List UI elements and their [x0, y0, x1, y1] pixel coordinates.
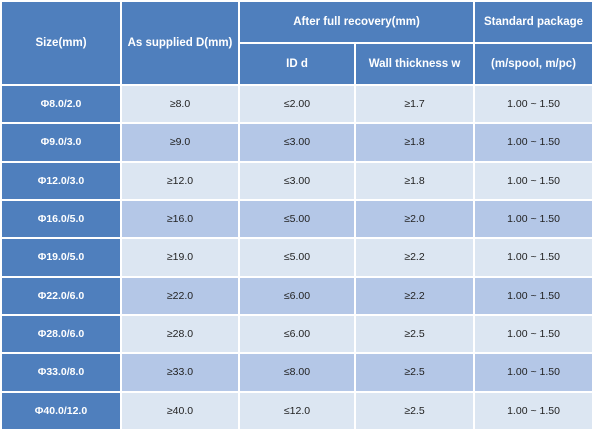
- table-row: Φ16.0/5.0 ≥16.0 ≤5.00 ≥2.0 1.00 ~ 1.50: [0, 198, 592, 240]
- cell-as-supplied: ≥33.0: [120, 352, 240, 393]
- cell-wall: ≥2.0: [353, 198, 476, 240]
- header-size: Size(mm): [0, 0, 122, 86]
- header-id-d: ID d: [238, 42, 356, 86]
- header-after-recovery: After full recovery(mm): [237, 0, 476, 44]
- cell-package: 1.00 ~ 1.50: [473, 160, 592, 201]
- cell-package: 1.00 ~ 1.50: [473, 237, 592, 278]
- cell-package: 1.00 ~ 1.50: [473, 352, 592, 393]
- table-row: Φ12.0/3.0 ≥12.0 ≤3.00 ≥1.8 1.00 ~ 1.50: [0, 160, 592, 201]
- table-row: Φ19.0/5.0 ≥19.0 ≤5.00 ≥2.2 1.00 ~ 1.50: [0, 237, 592, 278]
- cell-id: ≤6.00: [238, 313, 356, 355]
- table-row: Φ9.0/3.0 ≥9.0 ≤3.00 ≥1.8 1.00 ~ 1.50: [0, 122, 592, 163]
- cell-as-supplied: ≥9.0: [120, 122, 240, 163]
- cell-size: Φ28.0/6.0: [0, 313, 122, 355]
- cell-package: 1.00 ~ 1.50: [473, 275, 592, 316]
- cell-id: ≤12.0: [238, 390, 356, 431]
- cell-as-supplied: ≥28.0: [120, 313, 240, 355]
- cell-size: Φ19.0/5.0: [0, 237, 122, 278]
- cell-id: ≤5.00: [238, 198, 356, 240]
- cell-wall: ≥2.2: [353, 237, 476, 278]
- cell-size: Φ9.0/3.0: [0, 122, 122, 163]
- cell-id: ≤2.00: [238, 83, 356, 125]
- cell-wall: ≥2.2: [353, 275, 476, 316]
- cell-as-supplied: ≥8.0: [120, 83, 240, 125]
- table-row: Φ8.0/2.0 ≥8.0 ≤2.00 ≥1.7 1.00 ~ 1.50: [0, 83, 592, 125]
- cell-as-supplied: ≥12.0: [120, 160, 240, 201]
- cell-wall: ≥1.8: [353, 122, 476, 163]
- cell-package: 1.00 ~ 1.50: [473, 390, 592, 431]
- header-wall-thickness: Wall thickness w: [353, 42, 476, 86]
- table-row: Φ33.0/8.0 ≥33.0 ≤8.00 ≥2.5 1.00 ~ 1.50: [0, 352, 592, 393]
- cell-as-supplied: ≥19.0: [120, 237, 240, 278]
- cell-id: ≤8.00: [238, 352, 356, 393]
- cell-id: ≤3.00: [238, 122, 356, 163]
- cell-as-supplied: ≥22.0: [120, 275, 240, 316]
- cell-wall: ≥2.5: [353, 390, 476, 431]
- cell-id: ≤6.00: [238, 275, 356, 316]
- header-as-supplied: As supplied D(mm): [120, 0, 240, 86]
- cell-package: 1.00 ~ 1.50: [473, 313, 592, 355]
- cell-as-supplied: ≥40.0: [120, 390, 240, 431]
- cell-size: Φ40.0/12.0: [0, 390, 122, 431]
- cell-id: ≤5.00: [238, 237, 356, 278]
- cell-package: 1.00 ~ 1.50: [473, 198, 592, 240]
- cell-wall: ≥1.8: [353, 160, 476, 201]
- table-row: Φ22.0/6.0 ≥22.0 ≤6.00 ≥2.2 1.00 ~ 1.50: [0, 275, 592, 316]
- cell-wall: ≥2.5: [353, 313, 476, 355]
- cell-as-supplied: ≥16.0: [120, 198, 240, 240]
- cell-package: 1.00 ~ 1.50: [473, 122, 592, 163]
- cell-id: ≤3.00: [238, 160, 356, 201]
- cell-package: 1.00 ~ 1.50: [473, 83, 592, 125]
- cell-size: Φ16.0/5.0: [0, 198, 122, 240]
- cell-size: Φ12.0/3.0: [0, 160, 122, 201]
- table-row: Φ40.0/12.0 ≥40.0 ≤12.0 ≥2.5 1.00 ~ 1.50: [0, 390, 592, 431]
- cell-size: Φ22.0/6.0: [0, 275, 122, 316]
- header-package-unit: (m/spool, m/pc): [473, 42, 592, 86]
- table-row: Φ28.0/6.0 ≥28.0 ≤6.00 ≥2.5 1.00 ~ 1.50: [0, 313, 592, 355]
- cell-size: Φ33.0/8.0: [0, 352, 122, 393]
- cell-size: Φ8.0/2.0: [0, 83, 122, 125]
- header-standard-package: Standard package: [473, 0, 592, 44]
- cell-wall: ≥1.7: [353, 83, 476, 125]
- cell-wall: ≥2.5: [353, 352, 476, 393]
